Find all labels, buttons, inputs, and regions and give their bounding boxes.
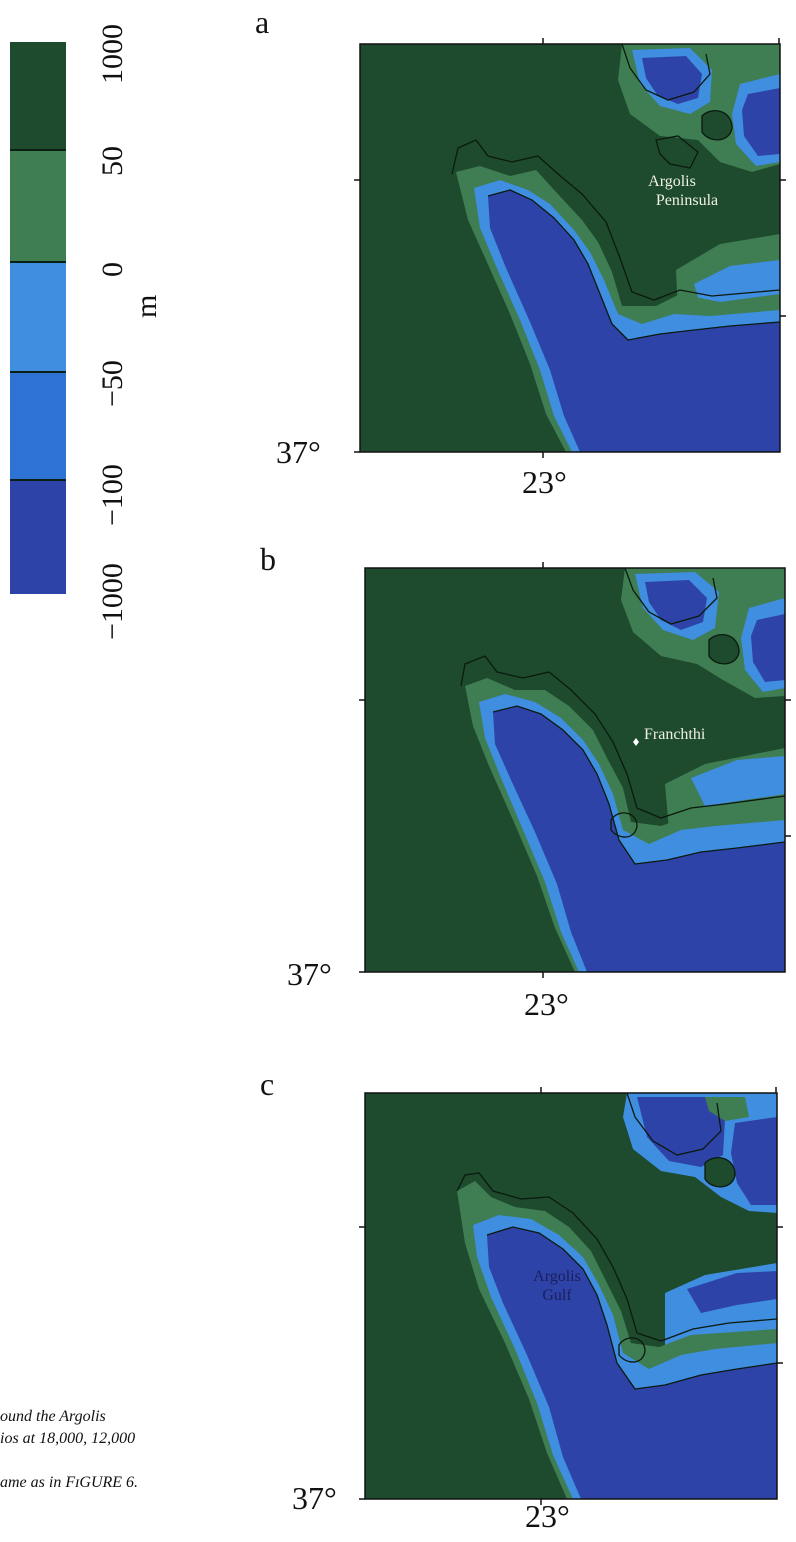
legend-band-deep-shelf xyxy=(10,372,66,480)
legend-separators xyxy=(10,149,66,481)
map-a-ticks xyxy=(354,38,786,458)
map-a-gulf-deep xyxy=(488,190,780,452)
panel-letter-b: b xyxy=(260,541,276,577)
map-c-coastlines xyxy=(456,1092,778,1390)
place-label-line: Argolis xyxy=(533,1268,581,1285)
map-b-island xyxy=(709,634,739,664)
lat-label-c: 37° xyxy=(292,1480,337,1516)
lat-label-b: 37° xyxy=(287,956,332,992)
caption-line: ame as in FɪGURE 6. xyxy=(0,1474,139,1491)
map-b-coastlines xyxy=(460,567,786,865)
map-c-island xyxy=(705,1157,735,1187)
panel-letter-a: a xyxy=(255,4,270,40)
legend-tick-label: 50 xyxy=(96,146,129,176)
legend-tick-label: −100 xyxy=(96,464,129,526)
map-a-coastlines xyxy=(451,43,781,341)
place-label-line: Franchthi xyxy=(644,726,706,743)
map-c-ne-water-east xyxy=(731,1117,777,1205)
lon-label-c: 23° xyxy=(525,1498,570,1534)
map-b-label-franchthi: Franchthi xyxy=(644,725,705,744)
site-marker-icon xyxy=(633,738,639,746)
legend-colorbar xyxy=(10,42,66,594)
place-label-line: Peninsula xyxy=(655,192,719,209)
place-label-line: Argolis xyxy=(648,173,696,190)
caption-line: ound the Argolis xyxy=(0,1408,106,1425)
caption-line xyxy=(0,1450,138,1472)
map-b-east-channel-water xyxy=(691,756,785,806)
panel-letter-c: c xyxy=(260,1066,275,1102)
figure-caption: ound the Argolis ios at 18,000, 12,000 a… xyxy=(0,1406,138,1494)
map-a-label-argolis-peninsula: Argolis Peninsula xyxy=(612,172,732,210)
map-a-island-east xyxy=(702,110,732,140)
lon-label-b: 23° xyxy=(524,986,569,1022)
map-c-ticks xyxy=(359,1087,783,1505)
map-b-gulf-deep xyxy=(493,706,785,972)
legend-unit-label: m xyxy=(130,294,163,318)
caption-line: ios at 18,000, 12,000 xyxy=(0,1430,136,1447)
legend-band-deep-water xyxy=(10,480,66,594)
legend-band-low-land xyxy=(10,150,66,262)
map-c-east-channel-water xyxy=(687,1271,777,1313)
map-b-ticks xyxy=(359,562,791,978)
legend-tick-label: −1000 xyxy=(96,563,129,640)
map-b-svg xyxy=(359,562,791,978)
map-a-ne-water xyxy=(642,56,702,104)
legend-band-high-land xyxy=(10,42,66,150)
map-a-svg xyxy=(354,38,786,458)
map-panel-c: Argolis Gulf xyxy=(359,1087,783,1505)
map-c-ne-lowland xyxy=(705,1097,749,1121)
lon-label-a: 23° xyxy=(522,464,567,500)
lat-label-a: 37° xyxy=(276,434,321,470)
map-b-frame xyxy=(364,567,786,973)
map-panel-a: Argolis Peninsula xyxy=(354,38,786,458)
legend-tick-label: −50 xyxy=(96,360,129,407)
legend-tick-label: 0 xyxy=(96,262,129,277)
legend-tick-label: 1000 xyxy=(96,24,129,84)
map-a-e-water xyxy=(742,88,780,156)
map-c-svg xyxy=(359,1087,783,1505)
map-a-frame xyxy=(359,43,781,453)
legend-band-shallow-shelf xyxy=(10,262,66,372)
map-c-frame xyxy=(364,1092,778,1500)
map-panel-b: Franchthi xyxy=(359,562,791,978)
place-label-line: Gulf xyxy=(542,1287,572,1304)
map-b-e-water xyxy=(751,614,785,682)
map-c-label-argolis-gulf: Argolis Gulf xyxy=(517,1267,597,1305)
map-c-gulf-deep xyxy=(487,1227,777,1499)
